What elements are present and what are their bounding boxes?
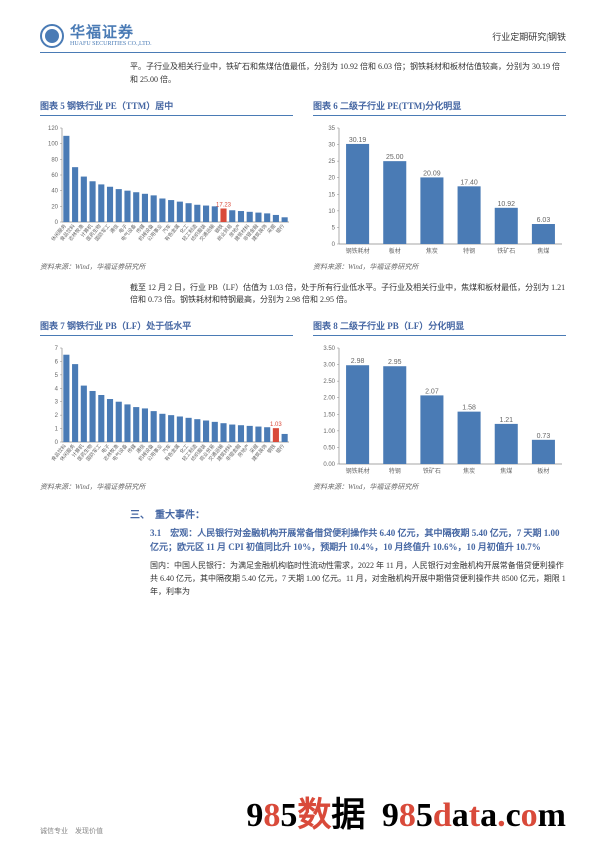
svg-text:2.98: 2.98 (351, 358, 365, 365)
svg-text:0: 0 (55, 440, 59, 446)
logo-text-en: HUAFU SECURITIES CO.,LTD. (70, 41, 152, 47)
svg-text:3.50: 3.50 (323, 346, 335, 352)
svg-text:钢铁耗材: 钢铁耗材 (346, 247, 370, 255)
svg-text:2.00: 2.00 (323, 396, 335, 402)
logo: 华福证券 HUAFU SECURITIES CO.,LTD. (40, 24, 152, 48)
svg-text:5: 5 (332, 225, 336, 231)
svg-text:焦炭: 焦炭 (463, 467, 475, 475)
section3-1-title: 3.1 宏观：人民银行对金融机构开展常备借贷便利操作共 6.40 亿元，其中隔夜… (150, 527, 566, 554)
svg-text:2.95: 2.95 (388, 359, 402, 366)
svg-text:特钢: 特钢 (463, 247, 475, 255)
svg-text:20: 20 (51, 204, 58, 210)
svg-text:10: 10 (328, 208, 335, 214)
svg-text:钢铁: 钢铁 (266, 443, 278, 455)
svg-text:焦煤: 焦煤 (537, 247, 549, 255)
svg-text:银行: 银行 (274, 443, 286, 455)
svg-text:15: 15 (328, 192, 335, 198)
svg-text:1.58: 1.58 (462, 405, 476, 412)
svg-text:1.00: 1.00 (323, 429, 335, 435)
svg-text:5: 5 (55, 373, 59, 379)
chart7-title: 图表 7 钢铁行业 PB（LF）处于低水平 (40, 319, 293, 336)
svg-text:25.00: 25.00 (386, 154, 404, 161)
logo-icon (40, 24, 64, 48)
chart6: 0 5 10 15 20 25 30 35 30.19 钢铁耗材 25.00 板材 20.09 焦炭 17.… (313, 120, 566, 260)
svg-text:铁矿石: 铁矿石 (497, 247, 515, 255)
svg-text:40: 40 (51, 188, 58, 194)
page-footer: 诚信专业 发现价值 985数据 985data.com (40, 787, 566, 836)
svg-text:17.40: 17.40 (460, 179, 478, 186)
svg-text:1: 1 (55, 427, 59, 433)
svg-text:特钢: 特钢 (389, 467, 401, 475)
svg-text:10.92: 10.92 (497, 200, 515, 207)
header-category: 行业定期研究|钢铁 (492, 30, 566, 43)
svg-text:2.50: 2.50 (323, 379, 335, 385)
svg-text:0.50: 0.50 (323, 446, 335, 452)
svg-text:2.07: 2.07 (425, 389, 439, 396)
footer-motto: 诚信专业 发现价值 (40, 826, 103, 836)
chart5-title: 图表 5 钢铁行业 PE（TTM）居中 (40, 99, 293, 116)
section3-body: 国内：中国人民银行：为满足金融机构临时性流动性需求，2022 年 11 月，人民… (150, 560, 566, 598)
svg-text:1.21: 1.21 (499, 417, 513, 424)
svg-text:20.09: 20.09 (423, 170, 441, 177)
svg-text:板材: 板材 (389, 247, 401, 255)
svg-text:30: 30 (328, 142, 335, 148)
svg-text:120: 120 (48, 126, 59, 132)
section3-head: 三、 重大事件： (130, 506, 566, 521)
svg-text:20: 20 (328, 175, 335, 181)
svg-text:1.03: 1.03 (270, 422, 282, 428)
chart6-source: 资料来源：Wind，华福证券研究所 (313, 262, 566, 272)
svg-text:4: 4 (55, 386, 59, 392)
svg-text:焦煤: 焦煤 (500, 467, 512, 475)
logo-text-cn: 华福证券 (70, 26, 152, 41)
svg-text:钢铁耗材: 钢铁耗材 (346, 467, 370, 475)
svg-text:0.00: 0.00 (323, 462, 335, 468)
svg-text:35: 35 (328, 126, 335, 132)
chart8-source: 资料来源：Wind，华福证券研究所 (313, 482, 566, 492)
svg-text:7: 7 (55, 346, 59, 352)
svg-text:3: 3 (55, 400, 59, 406)
chart6-title: 图表 6 二级子行业 PE(TTM)分化明显 (313, 99, 566, 116)
svg-text:6: 6 (55, 360, 59, 366)
svg-text:6.03: 6.03 (537, 217, 551, 224)
svg-text:2: 2 (55, 413, 59, 419)
svg-text:采掘: 采掘 (266, 222, 278, 234)
svg-text:100: 100 (48, 141, 59, 147)
svg-text:3.00: 3.00 (323, 363, 335, 369)
chart7-source: 资料来源：Wind，华福证券研究所 (40, 482, 293, 492)
svg-text:银行: 银行 (274, 222, 286, 234)
svg-text:80: 80 (51, 157, 58, 163)
chart7: 01234567食品饮料休闲服务计算机医药生物国防军工电子农林牧渔电气设备传媒通… (40, 340, 293, 480)
chart8: 0.00 0.50 1.00 1.50 2.00 2.50 3.00 3.50 2.98 钢铁耗材… (313, 340, 566, 480)
svg-text:板材: 板材 (537, 467, 549, 475)
svg-text:铁矿石: 铁矿石 (423, 467, 441, 475)
svg-text:1.50: 1.50 (323, 412, 335, 418)
svg-text:17.23: 17.23 (216, 202, 232, 208)
chart8-title: 图表 8 二级子行业 PB（LF）分化明显 (313, 319, 566, 336)
svg-text:通信: 通信 (108, 222, 120, 234)
svg-text:0: 0 (55, 220, 59, 226)
watermark: 985数据 985data.com (246, 787, 566, 836)
chart5: 020406080100120休闲服务食品饮料农林牧渔计算机医药生物国防军工通信… (40, 120, 293, 260)
page-header: 华福证券 HUAFU SECURITIES CO.,LTD. 行业定期研究|钢铁 (40, 24, 566, 53)
svg-text:焦炭: 焦炭 (426, 247, 438, 255)
svg-text:30.19: 30.19 (349, 137, 367, 144)
intro-paragraph: 平。子行业及相关行业中，铁矿石和焦煤估值最低，分别为 10.92 倍和 6.03… (130, 61, 566, 87)
svg-text:0.73: 0.73 (537, 433, 551, 440)
svg-text:60: 60 (51, 173, 58, 179)
svg-text:传媒: 传媒 (126, 443, 138, 455)
mid-paragraph: 截至 12 月 2 日，行业 PB（LF）估值为 1.03 倍，处于所有行业低水… (130, 282, 566, 308)
chart5-source: 资料来源：Wind，华福证券研究所 (40, 262, 293, 272)
svg-text:25: 25 (328, 159, 335, 165)
svg-text:0: 0 (332, 242, 336, 248)
